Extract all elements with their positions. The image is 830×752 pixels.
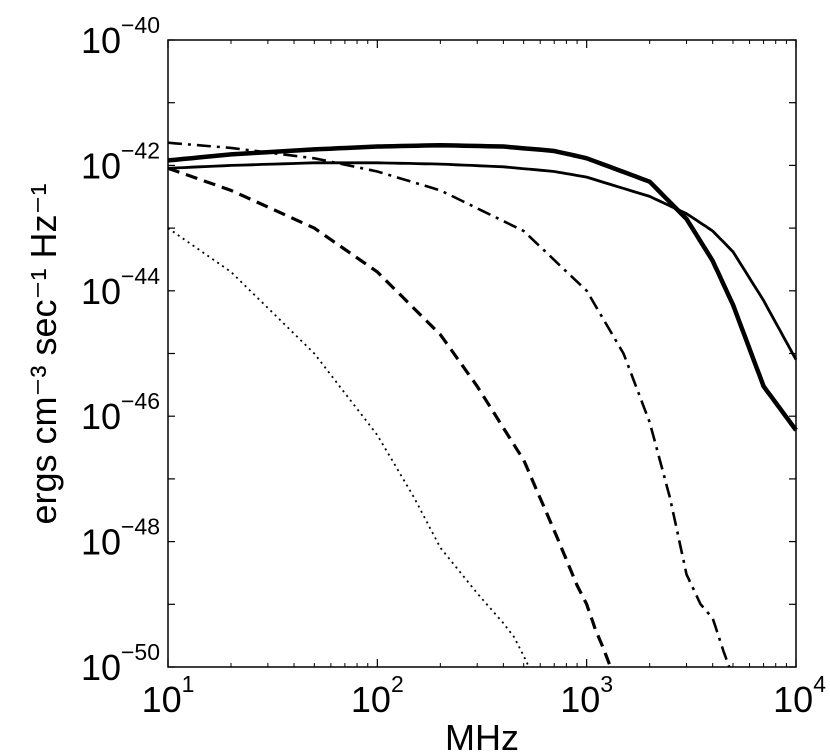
series-layer: [167, 141, 798, 668]
y-tick-label: 10−48: [81, 514, 160, 563]
y-ticks: 10−40 10−42 10−44 10−46 10−48 10−50: [81, 12, 796, 688]
y-tick-label: 10−50: [81, 639, 160, 688]
x-tick-label: 104: [773, 671, 826, 720]
y-tick-label: 10−44: [81, 263, 160, 312]
y-tick-label: 10−42: [81, 137, 160, 186]
y-tick-label: 10−40: [81, 12, 160, 61]
y-axis-label: ergs cm⁻³ sec⁻¹ Hz⁻¹: [23, 183, 64, 524]
x-tick-label: 101: [142, 671, 195, 720]
series-dashed: [167, 166, 612, 668]
x-tick-label: 103: [560, 671, 613, 720]
plot-area: [167, 39, 797, 668]
series-dash-dot: [167, 141, 731, 668]
series-solid-thin: [167, 161, 798, 361]
x-axis-label: MHz: [445, 717, 519, 752]
x-tick-label: 102: [351, 671, 404, 720]
series-solid-thick: [167, 142, 798, 432]
y-tick-label: 10−46: [81, 388, 160, 437]
x-ticks: 101 102 103 104: [142, 40, 826, 720]
